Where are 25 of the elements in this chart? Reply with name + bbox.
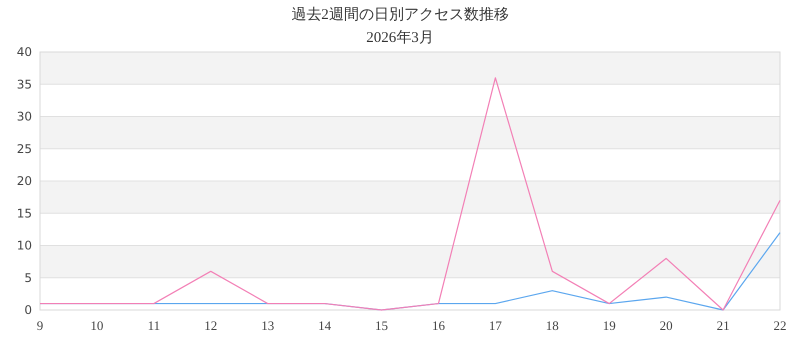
x-tick-label: 15 [375, 318, 388, 333]
y-tick-label: 25 [16, 142, 32, 156]
y-tick-label: 10 [16, 238, 32, 252]
y-tick-label: 20 [16, 174, 32, 188]
y-tick-label: 40 [16, 45, 32, 59]
chart-title: 過去2週間の日別アクセス数推移 [291, 6, 509, 23]
x-tick-label: 12 [204, 318, 218, 333]
x-tick-label: 9 [36, 318, 44, 333]
x-tick-label: 22 [774, 318, 786, 333]
x-tick-label: 21 [716, 318, 730, 333]
chart-subtitle: 2026年3月 [366, 29, 434, 46]
y-tick-label: 0 [24, 303, 32, 317]
y-tick-label: 5 [24, 270, 32, 285]
x-tick-label: 18 [546, 318, 559, 333]
y-tick-label: 30 [16, 110, 32, 124]
x-tick-label: 11 [148, 318, 160, 333]
y-tick-label: 35 [16, 77, 32, 92]
x-tick-label: 17 [488, 318, 502, 333]
x-tick-label: 20 [660, 318, 673, 333]
x-tick-label: 19 [602, 318, 616, 333]
x-tick-label: 14 [318, 318, 332, 333]
x-tick-label: 13 [261, 318, 274, 333]
x-tick-label: 10 [90, 318, 104, 333]
y-tick-label: 15 [16, 206, 32, 220]
x-tick-label: 16 [432, 318, 446, 333]
